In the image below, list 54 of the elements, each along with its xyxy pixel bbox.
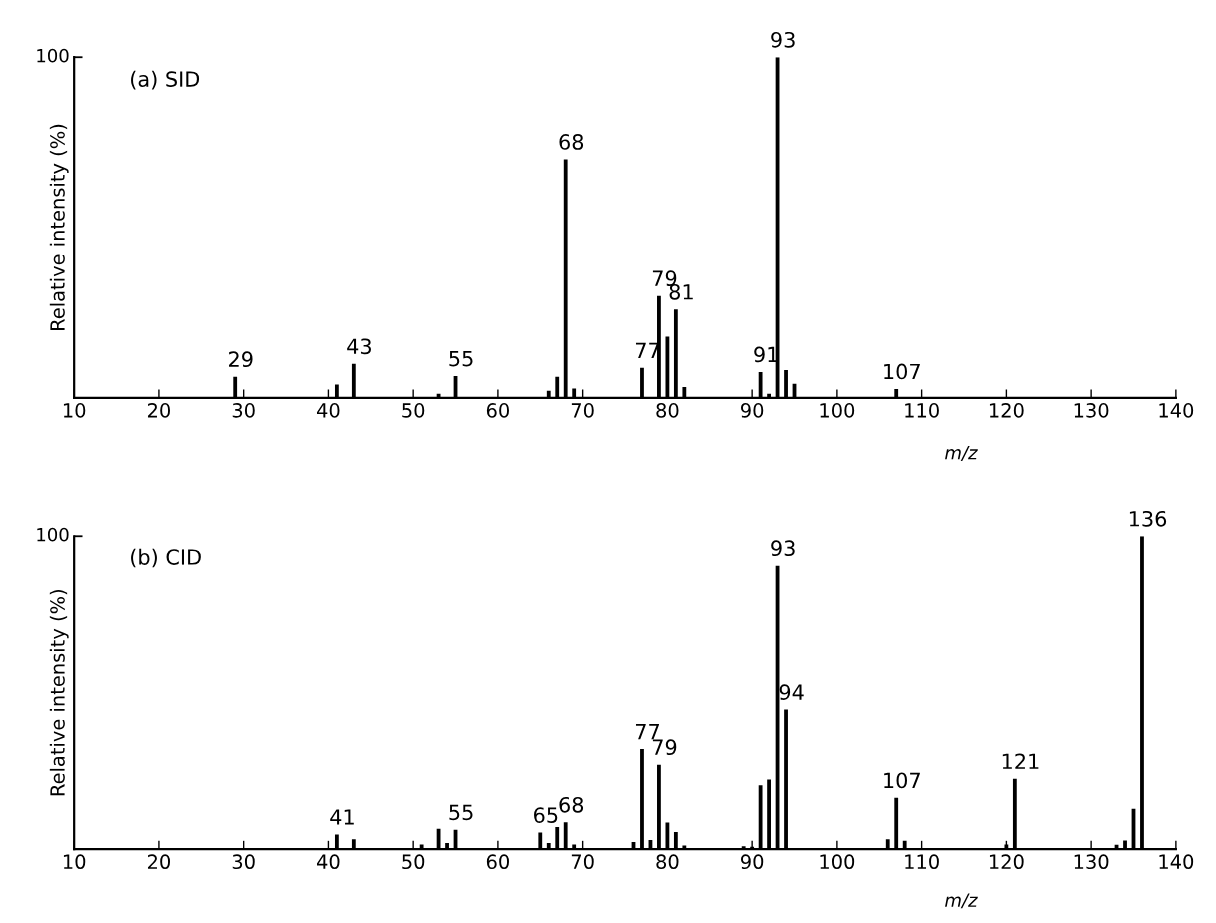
annotation: 55: [449, 804, 473, 821]
annotation: 68: [559, 134, 584, 150]
text: 100: [37, 527, 69, 542]
x-tick-label: 90: [741, 403, 764, 418]
annotation: 41: [330, 809, 354, 825]
annotation: 94: [779, 684, 804, 701]
annotation: 93: [771, 31, 795, 48]
x-tick-label: 110: [905, 854, 939, 870]
annotation: 65: [534, 807, 558, 823]
x-tick-label: 90: [741, 854, 764, 870]
x-tick-label: 10: [63, 854, 86, 870]
x-tick-label: 10: [63, 403, 86, 418]
x-tick-label: 130: [1074, 854, 1109, 870]
x-tick-label: 30: [232, 854, 255, 870]
annotation: 136: [1129, 510, 1167, 527]
annotation: 55: [449, 350, 473, 367]
x-tick-label: 40: [316, 854, 340, 870]
x-tick-label: 60: [486, 403, 509, 418]
annotation: 107: [884, 772, 920, 789]
x-tick-label: 50: [402, 403, 425, 418]
x-tick-label: 140: [1159, 403, 1194, 418]
text: (b) CID: [131, 548, 201, 568]
x-tick-label: 70: [571, 854, 594, 870]
annotation: 68: [559, 796, 584, 813]
x-tick-label: 110: [905, 403, 939, 418]
annotation: 107: [884, 363, 920, 380]
annotation: 121: [1002, 753, 1039, 769]
x-tick-label: 120: [989, 403, 1024, 418]
x-tick-label: 100: [820, 403, 855, 418]
annotation: 93: [771, 540, 795, 557]
x-tick-label: 120: [989, 854, 1024, 870]
x-axis-title: m/z: [945, 893, 978, 909]
annotation: 79: [652, 739, 677, 756]
x-tick-label: 80: [656, 854, 679, 870]
annotation: 77: [635, 723, 659, 740]
text: 100: [37, 48, 69, 63]
annotation: 43: [347, 338, 371, 355]
x-tick-label: 100: [820, 854, 855, 870]
x-tick-label: 20: [147, 403, 170, 418]
annotation: 29: [229, 351, 253, 368]
x-tick-label: 50: [402, 854, 425, 870]
x-tick-label: 60: [486, 854, 509, 870]
y-axis-title: Relative intensity (%): [49, 590, 69, 796]
x-tick-label: 40: [316, 403, 340, 418]
y-axis-title: Relative intensity (%): [49, 124, 69, 330]
annotation: 91: [754, 346, 778, 363]
x-tick-label: 30: [232, 403, 255, 418]
x-tick-label: 130: [1074, 403, 1109, 418]
x-tick-label: 140: [1159, 854, 1194, 870]
x-tick-label: 20: [147, 854, 170, 870]
x-tick-label: 70: [571, 403, 594, 418]
x-tick-label: 80: [656, 403, 679, 418]
x-axis-title: m/z: [945, 446, 978, 461]
text: (a) SID: [131, 70, 200, 90]
